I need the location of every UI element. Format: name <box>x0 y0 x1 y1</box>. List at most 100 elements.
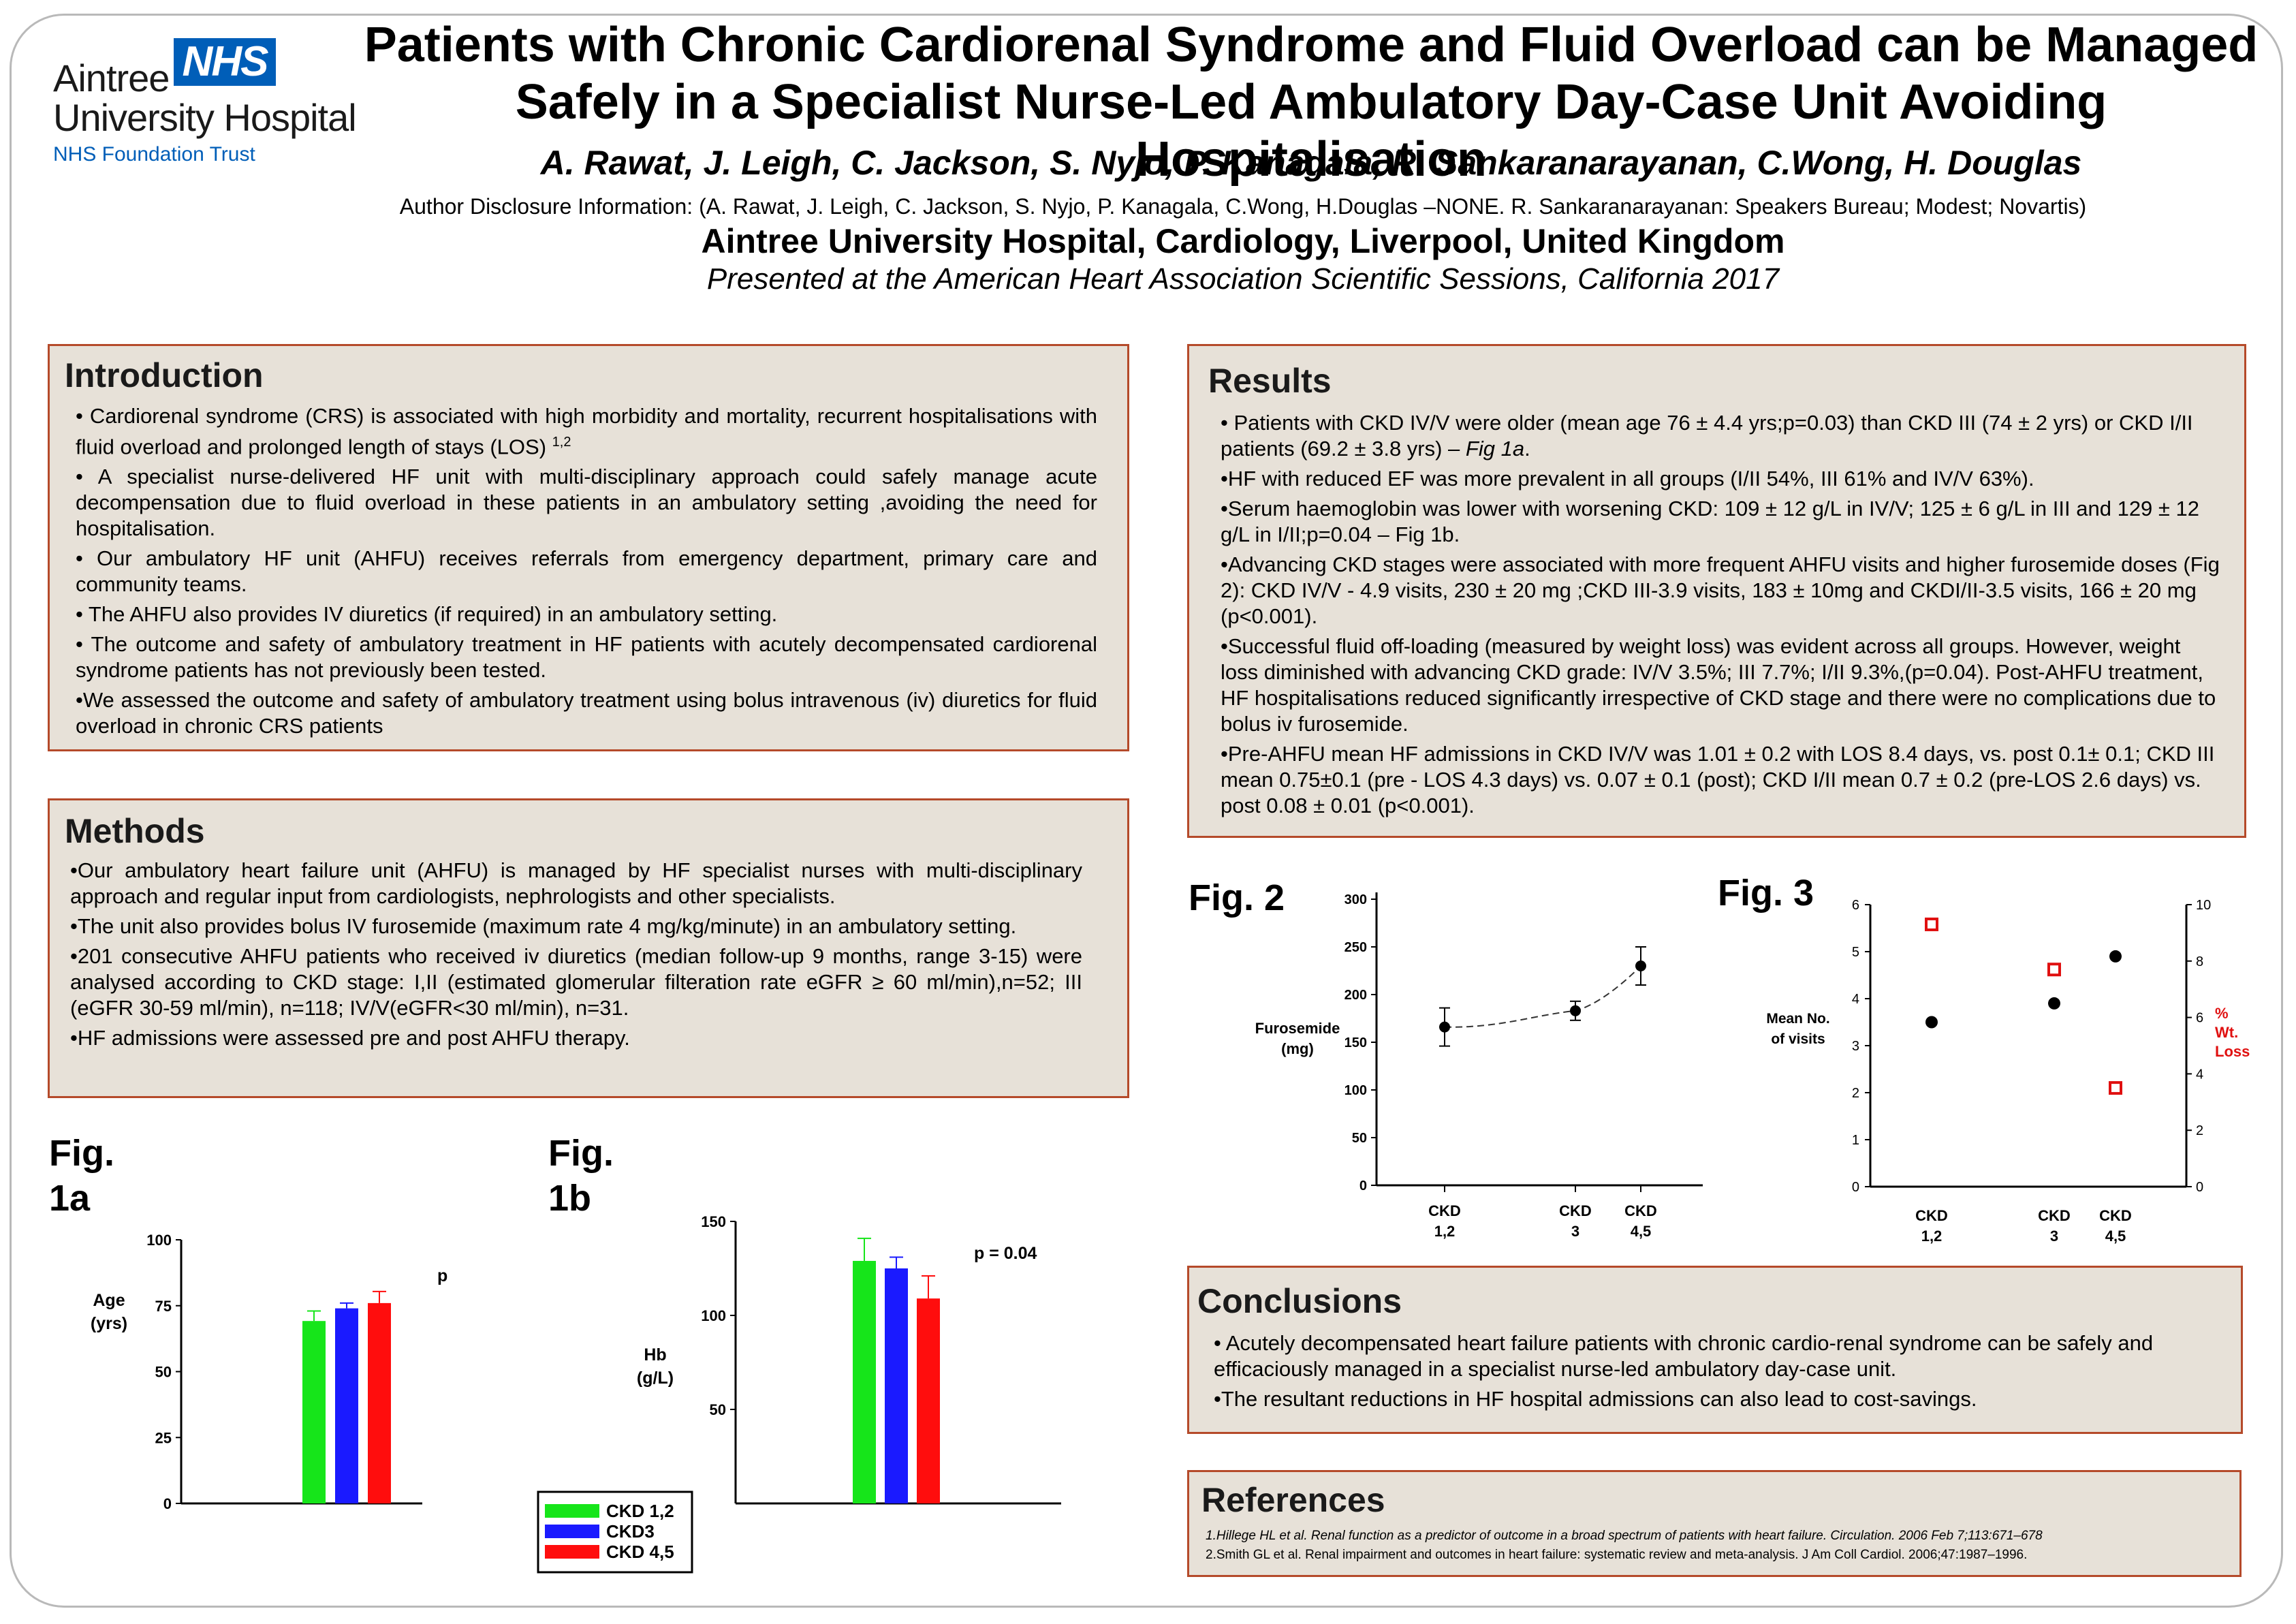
y-tick-label: 150 <box>1344 1035 1367 1050</box>
data-point <box>1635 961 1646 971</box>
results-heading: Results <box>1208 362 1332 400</box>
y-axis-label-line2: (g/L) <box>637 1369 674 1388</box>
weight-loss-point <box>2047 963 2061 977</box>
methods-item: •HF admissions were assessed pre and pos… <box>70 1026 630 1050</box>
fig2-label: Fig. 2 <box>1189 877 1285 918</box>
y2-axis-label-line2: Wt. <box>2215 1024 2238 1041</box>
legend-swatch-1 <box>545 1504 599 1518</box>
y-tick-label: 50 <box>1352 1131 1367 1146</box>
x-tick-label-line2: 4,5 <box>1631 1223 1652 1240</box>
introduction-box: Introduction • Cardiorenal syndrome (CRS… <box>48 344 1129 751</box>
conclusions-item: •The resultant reductions in HF hospital… <box>1214 1387 1977 1411</box>
y-tick-label: 6 <box>1852 898 1859 913</box>
references-box: References 1.Hillege HL et al. Renal fun… <box>1187 1470 2242 1577</box>
x-tick-label-line1: CKD <box>1624 1202 1657 1219</box>
y2-tick-label: 6 <box>2196 1011 2203 1026</box>
y-axis-label-line1: Hb <box>644 1345 666 1364</box>
y2-tick-label: 8 <box>2196 954 2203 969</box>
y-tick-label: 25 <box>155 1429 172 1446</box>
y-tick-label: 250 <box>1344 940 1367 955</box>
y-tick-label: 0 <box>1359 1178 1367 1193</box>
introduction-heading: Introduction <box>65 356 264 394</box>
legend-swatch-2 <box>545 1525 599 1538</box>
presented-at: Presented at the American Heart Associat… <box>706 262 1780 296</box>
bar-2 <box>885 1268 908 1503</box>
weight-loss-point <box>1925 917 1938 931</box>
reference-2: 2.Smith GL et al. Renal impairment and o… <box>1206 1548 2028 1562</box>
legend-label: CKD 1,2 <box>606 1501 674 1521</box>
y-tick-label: 50 <box>710 1401 726 1418</box>
fig1b-label: Fig. 1b <box>548 1133 614 1219</box>
y-axis-label-line2: of visits <box>1771 1031 1825 1047</box>
y-tick-label: 300 <box>1344 892 1367 907</box>
intro-item: • Cardiorenal syndrome (CRS) is associat… <box>76 404 1097 459</box>
hospital-logo: Aintree NHS University Hospital NHS Foun… <box>48 34 357 166</box>
y2-tick-label: 10 <box>2196 898 2211 913</box>
data-point <box>1439 1021 1450 1033</box>
bar-1 <box>302 1321 326 1503</box>
fig3-label: Fig. 3 <box>1718 873 1814 914</box>
p-value-annotation: p = 0.03 <box>437 1266 450 1285</box>
fig2-chart: 0 50 100 150 200 250 300 CKD 1,2 CKD 3 CKD 4,5 Furose… <box>1255 892 1703 1240</box>
methods-box: Methods •Our ambulatory heart failure un… <box>48 798 1129 1098</box>
x-tick-label-line2: 1,2 <box>1921 1228 1943 1245</box>
affiliation: Aintree University Hospital, Cardiology,… <box>701 222 1785 260</box>
x-tick-label-line1: CKD <box>2038 1207 2071 1224</box>
bar-1 <box>853 1260 876 1503</box>
logo-line1: Aintree <box>53 57 170 99</box>
legend-swatch-3 <box>545 1545 599 1559</box>
fig3-chart: 0 1 2 3 4 5 6 0 2 4 6 8 10 CKD 1,2 CKD 3 CKD 4,5 Mean No. of… <box>1766 898 2250 1245</box>
intro-item: • The AHFU also provides IV diuretics (i… <box>76 602 778 627</box>
y-axis-label-line1: Mean No. <box>1766 1011 1829 1027</box>
intro-item: • The outcome and safety of ambulatory t… <box>76 632 1097 683</box>
poster-title: Patients with Chronic Cardiorenal Syndro… <box>354 16 2268 188</box>
y-axis-label-line2: (mg) <box>1281 1040 1314 1057</box>
reference-1: 1.Hillege HL et al. Renal function as a … <box>1206 1529 2043 1543</box>
y-tick-label: 5 <box>1852 945 1859 960</box>
intro-item: • Our ambulatory HF unit (AHFU) receives… <box>76 546 1097 597</box>
weight-loss-point <box>2109 1081 2122 1095</box>
y-axis-label-line1: Furosemide <box>1255 1020 1340 1037</box>
results-item: •Pre-AHFU mean HF admissions in CKD IV/V… <box>1221 742 2215 817</box>
y2-tick-label: 0 <box>2196 1180 2203 1195</box>
methods-item: •The unit also provides bolus IV furosem… <box>70 914 1017 938</box>
y-axis-label-line2: (yrs) <box>91 1314 127 1333</box>
logo-line2: University Hospital <box>53 96 357 139</box>
citation-sup: 1,2 <box>552 435 571 450</box>
y-tick-label: 75 <box>155 1298 172 1315</box>
conclusions-item: • Acutely decompensated heart failure pa… <box>1214 1331 2154 1381</box>
disclosure: Author Disclosure Information: (A. Rawat… <box>399 194 2087 219</box>
nhs-logo: NHS <box>174 38 276 86</box>
y2-tick-label: 4 <box>2196 1067 2203 1082</box>
bar-3 <box>917 1298 940 1503</box>
y-tick-label: 50 <box>155 1364 172 1381</box>
conclusions-heading: Conclusions <box>1197 1282 1402 1320</box>
y-tick-label: 100 <box>146 1232 172 1249</box>
data-point <box>1570 1005 1581 1016</box>
y-tick-label: 1 <box>1852 1133 1859 1148</box>
logo-line3: NHS Foundation Trust <box>53 143 255 166</box>
results-box: Results • Patients with CKD IV/V were ol… <box>1187 344 2246 838</box>
intro-item: • A specialist nurse-delivered HF unit w… <box>76 465 1097 541</box>
x-tick-label-line2: 4,5 <box>2105 1228 2126 1245</box>
trend-line <box>1444 965 1641 1028</box>
x-tick-label-line1: CKD <box>1428 1202 1461 1219</box>
y-tick-label: 2 <box>1852 1086 1859 1101</box>
results-item: • Patients with CKD IV/V were older (mea… <box>1221 411 2193 460</box>
y-tick-label: 100 <box>701 1307 726 1324</box>
y2-tick-label: 2 <box>2196 1123 2203 1138</box>
x-tick-label-line1: CKD <box>1915 1207 1948 1224</box>
x-tick-label-line2: 3 <box>1571 1223 1579 1240</box>
x-tick-label-line2: 3 <box>2050 1228 2058 1245</box>
y-tick-label: 4 <box>1852 992 1859 1007</box>
y-tick-label: 0 <box>1852 1180 1859 1195</box>
y-tick-label: 0 <box>163 1495 172 1512</box>
y-tick-label: 200 <box>1344 988 1367 1003</box>
p-value-annotation: p = 0.04 <box>974 1244 1037 1263</box>
y-tick-label: 3 <box>1852 1039 1859 1054</box>
visits-point <box>1925 1016 1938 1029</box>
methods-item: •201 consecutive AHFU patients who recei… <box>70 944 1082 1020</box>
results-item: •Advancing CKD stages were associated wi… <box>1221 552 2220 628</box>
title-line2: Safely in a Specialist Nurse-Led Ambulat… <box>515 75 2107 187</box>
